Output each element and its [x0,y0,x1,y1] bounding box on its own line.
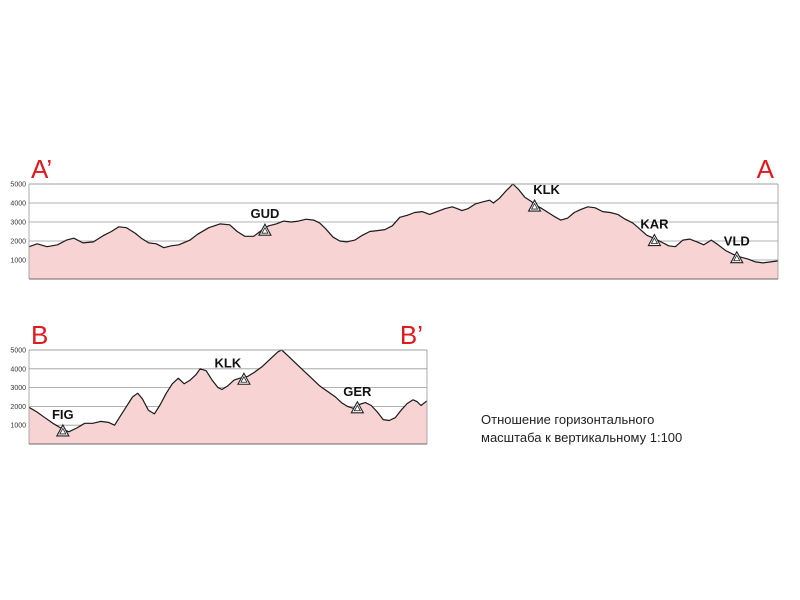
y-tick-label: 1000 [10,423,26,430]
peak-marker-inner [733,254,741,262]
peak-marker-inner [650,237,659,244]
y-tick-label: 2000 [10,239,26,246]
section-end-label: B’ [400,320,423,350]
scale-ratio-line-2: масштаба к вертикальному 1:100 [481,430,683,445]
peak-marker-inner [353,404,362,412]
y-tick-label: 3000 [10,385,26,392]
y-tick-label: 5000 [10,182,26,189]
y-tick-label: 3000 [10,220,26,227]
profile-chart-1: 1000 2000 3000 4000 5000 GUD KLK KAR VLD A’ A [10,154,779,280]
y-tick-label: 2000 [10,404,26,411]
terrain-area [29,350,427,444]
peak-label-kar: KAR [640,217,669,232]
terrain-profile-line [28,349,428,433]
section-end-label: A [757,154,775,184]
peak-marker-inner [530,202,539,210]
peak-label-klk: KLK [215,355,242,370]
peak-label-klk: KLK [533,182,560,197]
section-start-label: B [31,320,48,350]
peak-label-vld: VLD [724,234,750,249]
profile-chart-2: 1000 2000 3000 4000 5000 FIG KLK GER B B’ [10,320,428,445]
y-tick-label: 1000 [10,258,26,265]
section-start-label: A’ [31,154,52,184]
scale-ratio-line-1: Отношение горизонтального [481,412,655,427]
y-tick-label: 5000 [10,348,26,355]
peak-marker-inner [59,427,67,435]
peak-marker-inner [240,375,248,383]
peak-label-gud: GUD [250,206,279,221]
peak-marker-inner [261,226,269,234]
y-tick-label: 4000 [10,366,26,373]
peak-label-fig: FIG [52,407,74,422]
y-tick-label: 4000 [10,201,26,208]
scale-ratio-note: Отношение горизонтального масштаба к вер… [481,411,741,447]
peak-label-ger: GER [343,384,372,399]
